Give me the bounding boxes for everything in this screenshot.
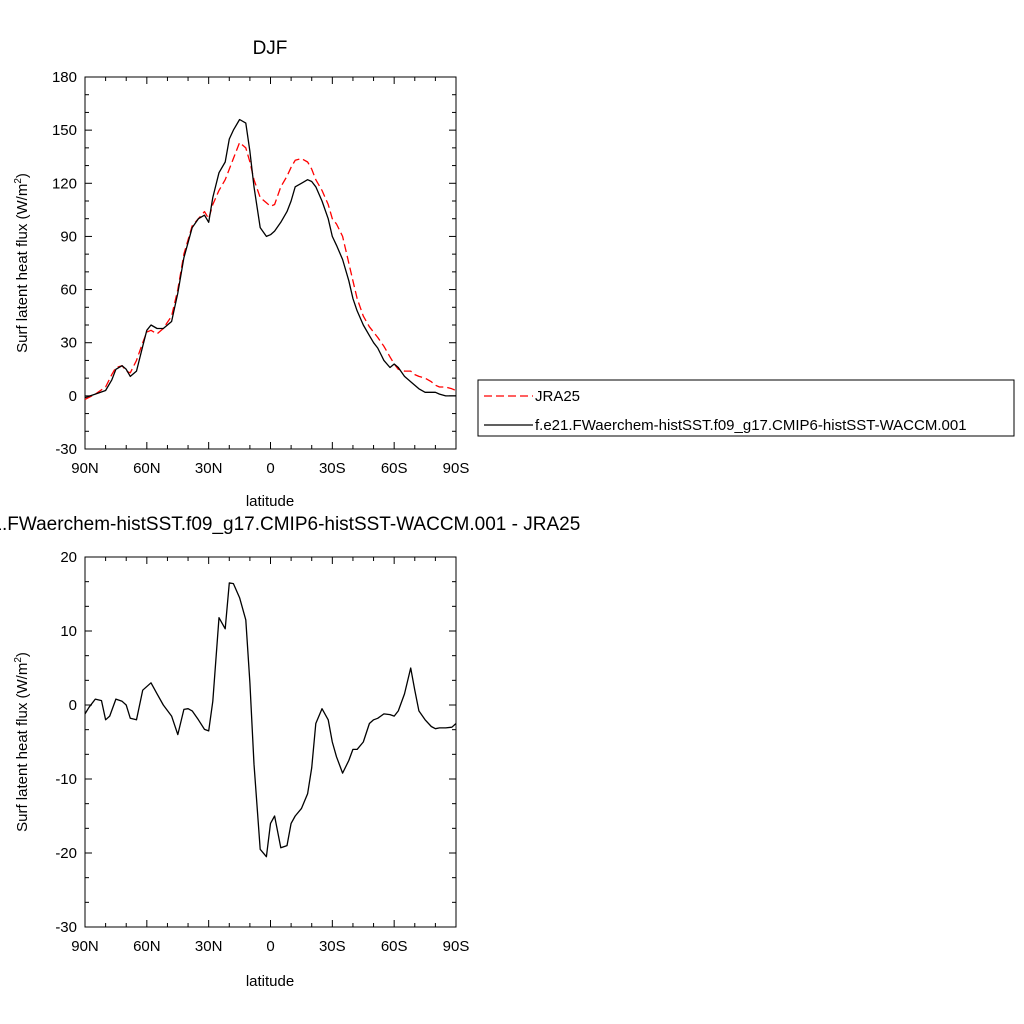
ytick-label: 10 <box>60 623 77 640</box>
ytick-label: 120 <box>52 175 77 192</box>
ytick-label: -30 <box>55 919 77 936</box>
xtick-label: 30N <box>195 938 223 955</box>
series-line-jra25 <box>84 141 457 400</box>
top-series-lines <box>84 118 457 400</box>
bottom-yaxis-label: Surf latent heat flux (W/m2) <box>13 652 31 832</box>
series-line-difference <box>84 582 457 858</box>
xtick-label: 90N <box>71 938 99 955</box>
top-chart-title: DJF <box>253 38 288 59</box>
series-line-f-e21-fwaerchem-histsst- <box>84 118 456 399</box>
ytick-label: 20 <box>60 549 77 566</box>
ytick-label: 30 <box>60 335 77 352</box>
xtick-label: 0 <box>266 460 274 477</box>
top-yaxis-label: Surf latent heat flux (W/m2) <box>13 173 31 353</box>
ytick-label: -10 <box>55 771 77 788</box>
legend-label-model: f.e21.FWaerchem-histSST.f09_g17.CMIP6-hi… <box>535 417 967 434</box>
xtick-label: 30N <box>195 460 223 477</box>
top-plot-frame <box>84 76 457 450</box>
ytick-label: 0 <box>69 388 77 405</box>
ytick-label: 0 <box>69 697 77 714</box>
legend-box <box>477 379 1015 437</box>
xtick-label: 0 <box>266 938 274 955</box>
xtick-label: 30S <box>319 938 346 955</box>
bottom-series-lines <box>84 582 457 858</box>
legend: JRA25 f.e21.FWaerchem-histSST.f09_g17.CM… <box>477 379 1015 437</box>
ytick-label: 150 <box>52 122 77 139</box>
xtick-label: 90N <box>71 460 99 477</box>
top-xaxis-label: latitude <box>246 493 294 510</box>
ytick-label: -30 <box>55 441 77 458</box>
top-panel: DJF 90N 60N 30N 0 30S 60S 90S -30 0 30 60 90 120 150 1… <box>13 38 469 510</box>
xtick-label: 90S <box>443 938 470 955</box>
bottom-xaxis-label: latitude <box>246 973 294 990</box>
legend-label-jra25: JRA25 <box>535 388 580 405</box>
ytick-label: -20 <box>55 845 77 862</box>
bottom-chart-title: f.e21.FWaerchem-histSST.f09_g17.CMIP6-hi… <box>0 514 580 535</box>
top-axes-ticks: 90N 60N 30N 0 30S 60S 90S -30 0 30 60 90 120 150 180 <box>52 69 469 477</box>
bottom-panel: f.e21.FWaerchem-histSST.f09_g17.CMIP6-hi… <box>0 514 580 990</box>
xtick-label: 60S <box>381 938 408 955</box>
ytick-label: 60 <box>60 282 77 299</box>
bottom-plot-frame <box>84 556 457 928</box>
xtick-label: 90S <box>443 460 470 477</box>
xtick-label: 60N <box>133 938 161 955</box>
xtick-label: 60N <box>133 460 161 477</box>
ytick-label: 180 <box>52 69 77 86</box>
xtick-label: 60S <box>381 460 408 477</box>
xtick-label: 30S <box>319 460 346 477</box>
ytick-label: 90 <box>60 228 77 245</box>
bottom-axes-ticks: 90N 60N 30N 0 30S 60S 90S -30 -20 -10 0 10 20 <box>55 549 469 955</box>
